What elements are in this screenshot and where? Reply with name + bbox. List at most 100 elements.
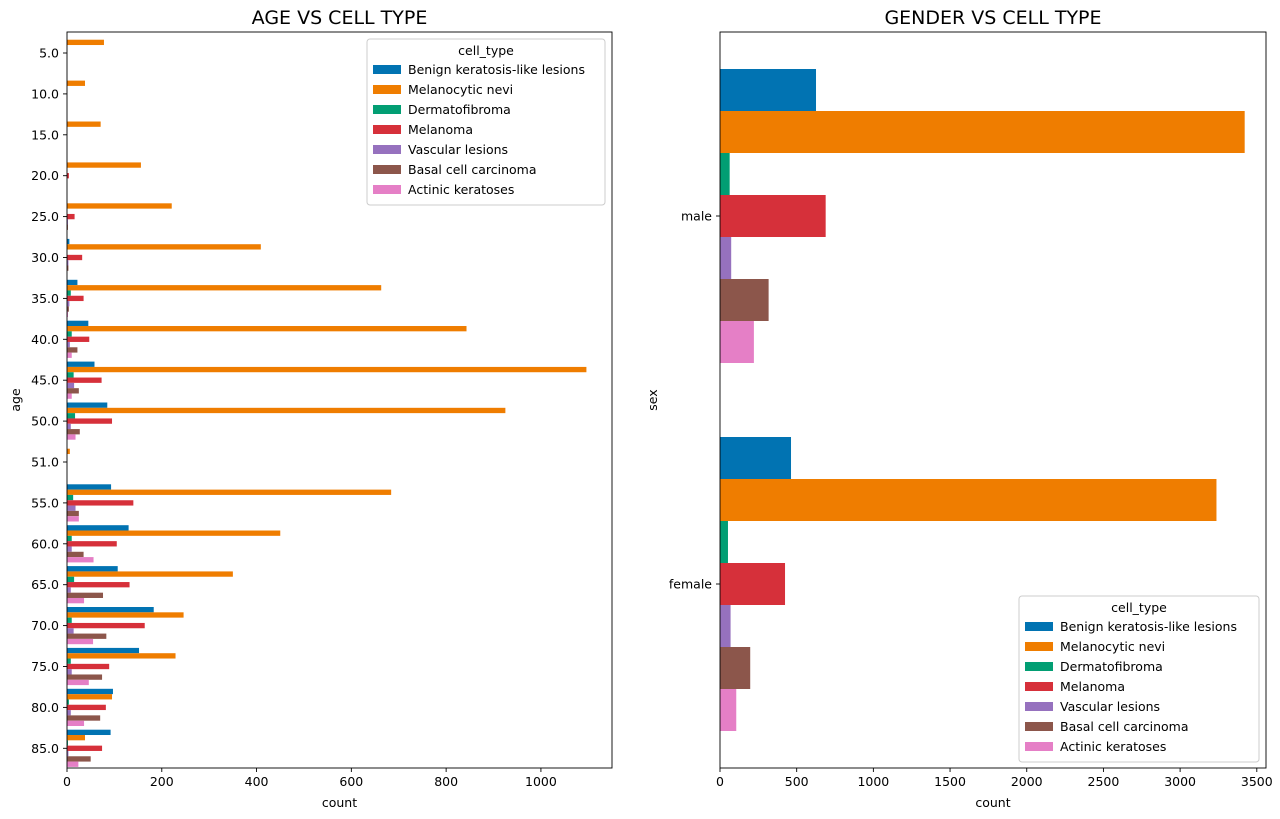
legend-box [366,38,606,206]
x-tick-label: 1500 [934,774,966,789]
bar-male-vascular-lesions [720,237,732,279]
bar-30-0-basal-cell-carcinoma [67,265,69,271]
bar-35-0-melanocytic-nevi [67,285,382,291]
bar-60-0-melanocytic-nevi [67,530,281,536]
x-tick-label: 800 [434,774,458,789]
bar-60-0-dermatofibroma [67,535,72,542]
bar-30-0-vascular-lesions [67,260,69,266]
bar-75-0-dermatofibroma [67,658,71,664]
y-tick-label-40-0: 40.0 [31,332,59,347]
bar-50-0-basal-cell-carcinoma [67,429,80,435]
legend-label-actinic-keratoses: Actinic keratoses [1060,739,1166,754]
x-tick-label: 2000 [1011,774,1043,789]
x-tick-label: 0 [716,774,724,789]
bar-male-benign-keratosis-like-lesions [720,69,817,111]
bar-70-0-benign-keratosis-like-lesions [67,607,154,613]
legend-label-melanocytic-nevi: Melanocytic nevi [1060,639,1165,654]
legend-swatch-benign-keratosis-like-lesions [373,65,401,74]
x-axis-label: count [322,795,357,810]
bar-80-0-dermatofibroma [67,699,69,705]
bar-85-0-melanocytic-nevi [67,735,86,741]
legend-label-basal-cell-carcinoma: Basal cell carcinoma [408,162,537,177]
bar-male-melanocytic-nevi [720,111,1245,153]
bar-20-0-melanoma [67,173,69,179]
y-axis-label: age [8,388,23,412]
bar-80-0-basal-cell-carcinoma [67,715,101,721]
legend-label-melanoma: Melanoma [1060,679,1125,694]
y-tick-label-35-0: 35.0 [31,291,59,306]
bar-60-0-vascular-lesions [67,546,72,552]
bars [67,39,587,767]
legend: cell_type Benign keratosis-like lesions Me… [1018,595,1260,763]
bar-25-0-basal-cell-carcinoma [67,224,68,230]
bar-female-dermatofibroma [720,521,728,563]
bar-45-0-melanoma [67,377,102,383]
y-axis-label: sex [645,389,660,410]
bar-30-0-benign-keratosis-like-lesions [67,238,70,245]
bar-50-0-melanocytic-nevi [67,407,506,414]
x-tick-label: 0 [63,774,71,789]
x-tick-label: 1000 [857,774,889,789]
x-tick-label: 500 [785,774,809,789]
y-tick-label-10-0: 10.0 [31,86,59,101]
y-tick-label-5-0: 5.0 [39,46,59,61]
bar-80-0-vascular-lesions [67,710,71,716]
legend-swatch-benign-keratosis-like-lesions [1025,622,1053,631]
bar-65-0-melanoma [67,582,130,588]
x-tick-label: 600 [339,774,363,789]
y-tick-label-55-0: 55.0 [31,495,59,510]
bar-40-0-actinic-keratoses [67,352,72,358]
legend-swatch-actinic-keratoses [373,185,401,194]
bar-30-0-melanocytic-nevi [67,244,261,250]
legend-label-melanocytic-nevi: Melanocytic nevi [408,82,513,97]
legend-label-dermatofibroma: Dermatofibroma [408,102,511,117]
legend-label-vascular-lesions: Vascular lesions [1060,699,1160,714]
legend-box [1018,595,1260,763]
bar-85-0-benign-keratosis-like-lesions [67,729,111,736]
bar-65-0-vascular-lesions [67,587,71,593]
bar-45-0-melanocytic-nevi [67,366,587,373]
x-tick-label: 200 [150,774,174,789]
bar-female-actinic-keratoses [720,689,737,731]
legend-swatch-melanocytic-nevi [1025,642,1053,651]
y-tick-label-85-0: 85.0 [31,741,59,756]
bar-55-0-actinic-keratoses [67,516,79,522]
bar-35-0-benign-keratosis-like-lesions [67,279,78,286]
bar-65-0-basal-cell-carcinoma [67,592,104,598]
chart-title: AGE VS CELL TYPE [252,7,428,29]
bar-female-basal-cell-carcinoma [720,647,751,689]
y-tick-label-30-0: 30.0 [31,250,59,265]
legend-swatch-vascular-lesions [373,145,401,154]
bar-70-0-melanoma [67,622,145,629]
bar-female-melanocytic-nevi [720,479,1217,521]
x-tick-label: 3500 [1241,774,1273,789]
y-tick-label-25-0: 25.0 [31,209,59,224]
bar-40-0-melanoma [67,336,90,342]
legend-title: cell_type [1111,600,1167,615]
bar-60-0-actinic-keratoses [67,557,94,563]
legend-title: cell_type [458,43,514,58]
bar-male-melanoma [720,195,826,237]
bar-70-0-actinic-keratoses [67,638,94,645]
plot-frame [66,31,613,769]
legend-swatch-actinic-keratoses [1025,742,1053,751]
bar-75-0-vascular-lesions [67,669,72,675]
bar-25-0-melanocytic-nevi [67,203,172,209]
legend-swatch-melanocytic-nevi [373,85,401,94]
bar-female-benign-keratosis-like-lesions [720,437,792,479]
bar-75-0-benign-keratosis-like-lesions [67,647,140,654]
bar-70-0-basal-cell-carcinoma [67,633,107,639]
y-tick-label-80-0: 80.0 [31,700,59,715]
bar-40-0-vascular-lesions [67,341,70,348]
bar-50-0-dermatofibroma [67,413,76,419]
bar-35-0-dermatofibroma [67,290,71,296]
bar-10-0-melanocytic-nevi [67,80,86,86]
bar-85-0-melanoma [67,745,103,751]
bar-50-0-vascular-lesions [67,423,71,430]
bar-15-0-melanocytic-nevi [67,121,101,127]
bar-45-0-vascular-lesions [67,382,75,389]
bar-55-0-benign-keratosis-like-lesions [67,484,112,490]
legend-label-dermatofibroma: Dermatofibroma [1060,659,1163,674]
bar-40-0-basal-cell-carcinoma [67,347,78,353]
bar-60-0-basal-cell-carcinoma [67,551,84,558]
